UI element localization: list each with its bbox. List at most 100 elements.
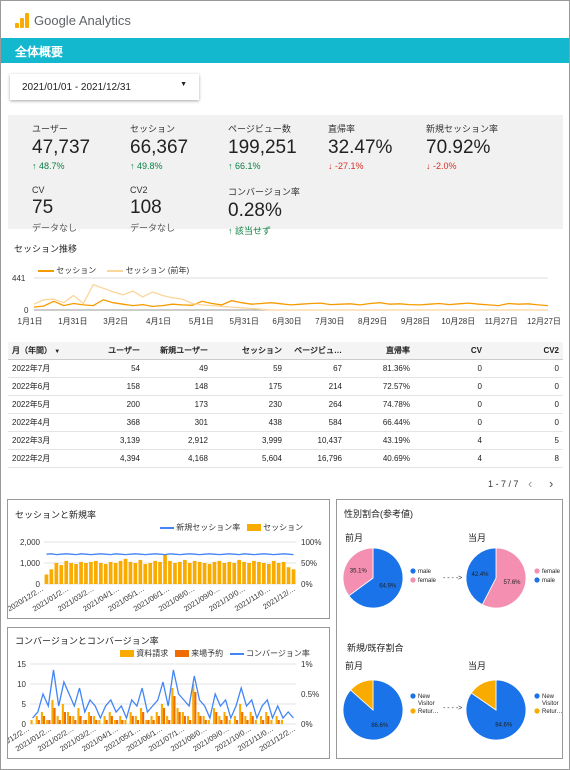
bar-visit-reservation xyxy=(225,716,228,724)
bar-document-request xyxy=(82,720,85,724)
bar-document-request xyxy=(223,712,226,724)
table-cell: 2022年7月 xyxy=(8,359,96,378)
table-cell: 74.78% xyxy=(346,395,414,414)
bar-sessions xyxy=(54,563,59,584)
col-header-cv[interactable]: CV xyxy=(414,342,486,360)
bar-visit-reservation xyxy=(251,716,254,724)
bar-document-request xyxy=(119,716,122,724)
table-cell: 5,604 xyxy=(212,449,286,468)
bar-document-request xyxy=(87,712,90,724)
kpi-value: 32.47% xyxy=(328,137,393,158)
bar-sessions xyxy=(197,561,202,584)
nr-prev-legend-dot-icon xyxy=(410,708,416,714)
bar-sessions xyxy=(271,560,276,584)
x-tick-label: 1月1日 xyxy=(18,317,43,326)
table-row[interactable]: 2022年6月 158 148 175 214 72.57% 0 0 xyxy=(8,377,563,396)
date-range-picker[interactable]: 2021/01/01 - 2021/12/31 ▼ xyxy=(10,74,199,100)
table-cell: 0 xyxy=(414,359,486,378)
table-row[interactable]: 2022年4月 368 301 438 584 66.44% 0 0 xyxy=(8,413,563,432)
bar-sessions xyxy=(74,564,78,584)
table-cell: 67 xyxy=(286,359,346,378)
bar-document-request xyxy=(46,720,49,724)
bar-visit-reservation xyxy=(84,720,87,724)
kpi-new-session-rate: 新規セッション率 70.92% ↓ -2.0% xyxy=(426,122,498,171)
table-cell: 158 xyxy=(96,377,144,396)
col-header-month[interactable]: 月（年間） ▼ xyxy=(8,342,96,360)
nr-curr-legend-label: New xyxy=(542,694,555,700)
table-cell: 200 xyxy=(96,395,144,414)
kpi-change: ↑ 66.1% xyxy=(228,161,261,171)
bar-sessions xyxy=(84,563,88,584)
table-row[interactable]: 2022年5月 200 173 230 264 74.78% 0 0 xyxy=(8,395,563,414)
kpi-label: ページビュー数 xyxy=(228,124,291,134)
bar-sessions xyxy=(103,564,108,584)
table-cell: 40.69% xyxy=(346,449,414,468)
kpi-label: 直帰率 xyxy=(328,124,356,134)
bar-visit-reservation xyxy=(267,716,270,724)
monthly-table: 月（年間） ▼ ユーザー 新規ユーザー セッション ページビュ… 直帰率 CV … xyxy=(8,342,563,468)
table-row[interactable]: 2022年2月 4,394 4,168 5,604 16,796 40.69% 4 8 xyxy=(8,449,563,468)
session-trend-legend: セッション セッション (前年) xyxy=(38,265,189,276)
bar-document-request xyxy=(98,720,101,724)
col-header-bounce[interactable]: 直帰率 xyxy=(346,342,414,360)
bar-sessions xyxy=(252,560,256,584)
gender-prev-legend-dot-icon xyxy=(410,568,416,574)
x-tick-label: 8月29日 xyxy=(358,317,387,326)
series-line-current xyxy=(33,299,549,308)
conversions-chart: 1510501%0.5%0%0/12/2…2021/01/2…2021/02/2… xyxy=(8,660,319,753)
table-cell: 0 xyxy=(486,359,563,378)
kpi-cv2: CV2 108 データなし xyxy=(130,185,175,234)
bar-visit-reservation xyxy=(189,720,192,724)
col-header-sessions[interactable]: セッション xyxy=(212,342,286,360)
kpi-cv: CV 75 データなし xyxy=(32,185,77,234)
x-tick-label: 10月28日 xyxy=(441,317,475,326)
y-tick-label-right: 0% xyxy=(301,580,313,589)
table-cell: 10,437 xyxy=(286,431,346,450)
table-cell: 0 xyxy=(486,413,563,432)
table-cell: 368 xyxy=(96,413,144,432)
col-header-cv2[interactable]: CV2 xyxy=(486,342,563,360)
kpi-change: ↓ -27.1% xyxy=(328,161,364,171)
bar-document-request xyxy=(114,720,117,724)
bar-visit-reservation xyxy=(199,716,202,724)
bar-visit-reservation xyxy=(48,720,51,724)
bar-sessions xyxy=(64,560,69,584)
table-cell: 49 xyxy=(144,359,212,378)
bar-sessions xyxy=(237,559,241,584)
kpi-label: セッション xyxy=(130,124,176,134)
legend-label: コンバージョン率 xyxy=(246,649,310,658)
bar-sessions xyxy=(49,569,54,584)
x-tick-label: 1月31日 xyxy=(58,317,87,326)
bar-document-request xyxy=(72,716,75,724)
table-cell: 0 xyxy=(414,377,486,396)
bar-sessions xyxy=(168,560,172,584)
table-row[interactable]: 2022年7月 54 49 59 67 81.36% 0 0 xyxy=(8,359,563,378)
table-row[interactable]: 2022年3月 3,139 2,912 3,999 10,437 43.19% 4 5 xyxy=(8,431,563,450)
kpi-pageviews: ページビュー数 199,251 ↑ 66.1% xyxy=(228,122,297,171)
table-cell: 0 xyxy=(486,377,563,396)
table-cell: 214 xyxy=(286,377,346,396)
chart-legend: 新規セッション率 セッション xyxy=(160,522,303,533)
chart-title: コンバージョンとコンバージョン率 xyxy=(15,636,159,646)
sessions-new-chart: 2,000 100%1,000 50%0 0%2020/12/2…2021/01/2…… xyxy=(8,538,321,613)
bar-document-request xyxy=(244,716,247,724)
gender-curr-label: 当月 xyxy=(468,533,487,543)
col-header-new-users[interactable]: 新規ユーザー xyxy=(144,342,212,360)
nr-curr-legend-label: Retur… xyxy=(542,709,562,715)
col-header-users[interactable]: ユーザー xyxy=(96,342,144,360)
bar-document-request xyxy=(260,716,263,724)
col-header-pageviews[interactable]: ページビュ… xyxy=(286,342,346,360)
next-page-icon[interactable]: › xyxy=(549,476,554,491)
y-tick-label-left: 0 xyxy=(22,720,27,729)
bar-sessions xyxy=(183,559,187,584)
prev-page-icon[interactable]: ‹ xyxy=(528,476,533,491)
bar-document-request xyxy=(145,720,148,724)
arrow-icon: - - - -> xyxy=(443,575,462,582)
bar-visit-reservation xyxy=(215,712,218,724)
sort-desc-icon[interactable]: ▼ xyxy=(54,348,61,355)
bar-document-request xyxy=(40,712,43,724)
bar-visit-reservation xyxy=(147,720,150,724)
table-cell: 43.19% xyxy=(346,431,414,450)
kpi-label: ユーザー xyxy=(32,124,68,134)
kpi-change: ↑ 48.7% xyxy=(32,161,65,171)
